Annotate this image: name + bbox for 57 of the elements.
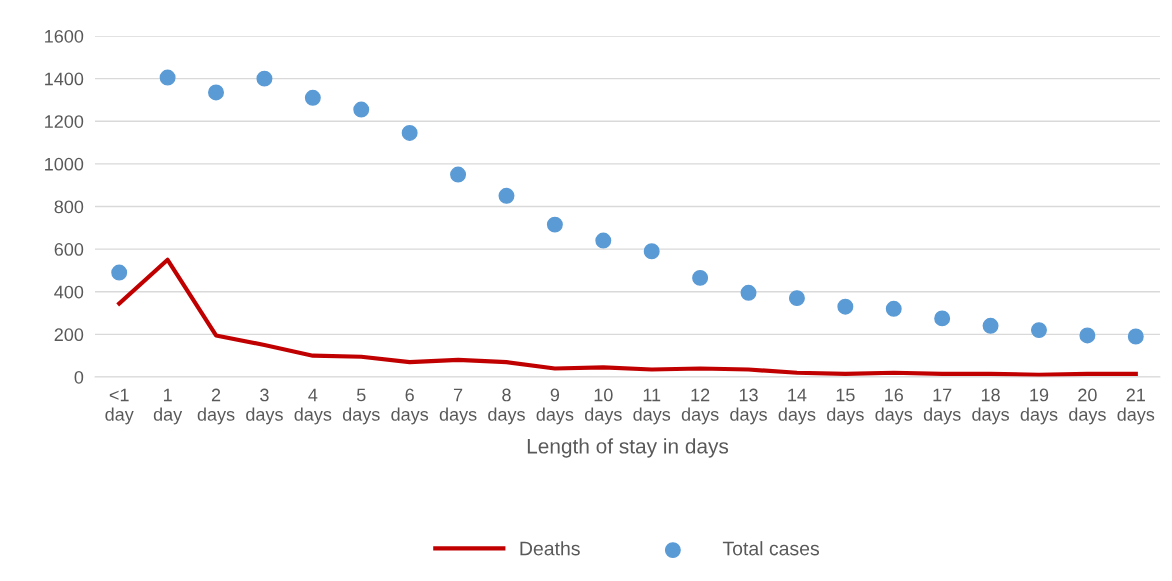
- point: [353, 101, 370, 118]
- point: [982, 317, 999, 334]
- x-tick-label: 17 days: [923, 388, 961, 425]
- point: [159, 69, 176, 86]
- x-tick-label: 4 days: [294, 388, 332, 425]
- y-tick-label: 800: [54, 200, 84, 214]
- point: [546, 216, 563, 233]
- legend-label: Deaths: [520, 541, 580, 556]
- legend-label: Total cases: [722, 541, 820, 556]
- point: [643, 243, 660, 260]
- point: [208, 84, 225, 101]
- x-tick-label: 15 days: [827, 388, 864, 425]
- point: [498, 187, 515, 204]
- y-tick-label: 200: [54, 328, 84, 342]
- point: [401, 124, 418, 141]
- line-series: [117, 257, 1138, 377]
- point: [885, 300, 902, 317]
- y-tick-label: 400: [54, 285, 84, 299]
- x-tick-label: 20 days: [1069, 388, 1106, 425]
- x-tick-label: 3 days: [246, 388, 283, 425]
- point: [934, 310, 951, 327]
- x-tick-label: 2 days: [197, 388, 235, 425]
- y-tick-label: 1600: [45, 29, 84, 43]
- x-tick-label: 11 days: [633, 388, 671, 425]
- point: [450, 166, 467, 183]
- point: [692, 269, 709, 286]
- point: [256, 70, 273, 87]
- point: [1030, 322, 1047, 339]
- y-tick-label: 1000: [45, 157, 84, 171]
- x-tick-label: <1 day: [105, 388, 134, 425]
- x-tick-label: 21 days: [1117, 388, 1155, 425]
- x-tick-label: 19 days: [1020, 388, 1058, 425]
- y-tick-label: 1200: [45, 115, 84, 128]
- point: [595, 232, 612, 249]
- point: [837, 298, 854, 315]
- x-tick-label: 8 days: [488, 388, 525, 425]
- x-tick-label: 12 days: [681, 388, 719, 425]
- point: [304, 89, 321, 106]
- x-tick-label: 16 days: [875, 388, 913, 425]
- x-tick-label: 14 days: [778, 388, 816, 425]
- point: [1127, 328, 1144, 345]
- y-tick-label: 600: [54, 243, 84, 256]
- point: [740, 284, 757, 301]
- x-axis-title: Length of stay in days: [527, 438, 729, 458]
- x-tick-label: 9 days: [536, 388, 574, 425]
- x-tick-label: 13 days: [730, 388, 767, 425]
- x-tick-label: 6 days: [391, 388, 429, 425]
- point: [1079, 327, 1096, 344]
- y-tick-label: 0: [74, 370, 84, 384]
- x-tick-label: 1 day: [153, 388, 183, 425]
- y-tick-label: 1400: [45, 72, 84, 86]
- x-tick-label: 7 days: [439, 388, 477, 425]
- point: [111, 264, 128, 281]
- point: [788, 290, 805, 307]
- x-tick-label: 18 days: [972, 388, 1009, 425]
- x-tick-label: 5 days: [342, 388, 380, 425]
- x-tick-label: 10 days: [584, 388, 622, 425]
